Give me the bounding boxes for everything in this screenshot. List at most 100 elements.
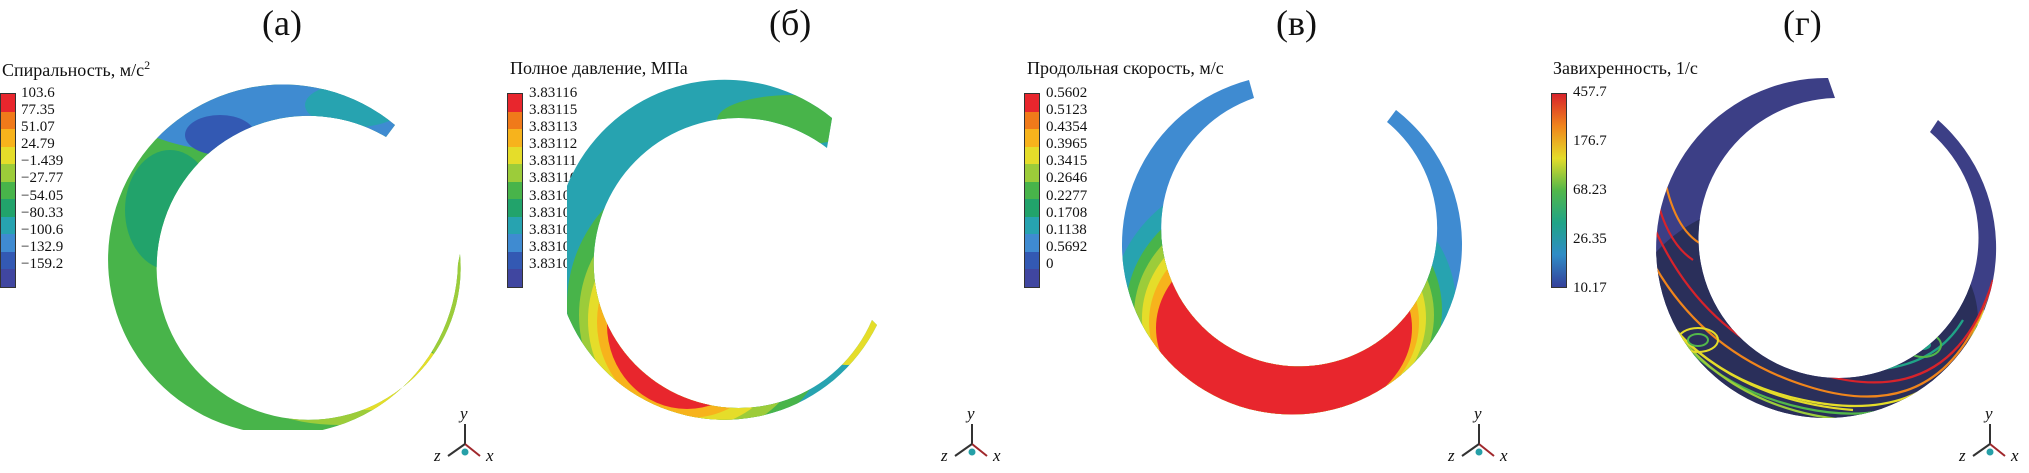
legend-tick-label: 0.1138 (1046, 221, 1087, 238)
axis-x-label: x (1500, 446, 1508, 465)
legend-tick-label: −132.9 (21, 238, 64, 255)
legend-swatch (1, 269, 15, 287)
color-legend-bar (0, 93, 16, 288)
panel-label: (б) (769, 3, 812, 43)
legend-tick-label: 0.1708 (1046, 204, 1088, 221)
legend-title: Продольная скорость, м/с (1027, 58, 1224, 78)
legend-swatch (1025, 181, 1039, 200)
legend-tick-label: 77.35 (21, 102, 55, 119)
legend-tick-label: 10.17 (1573, 280, 1607, 296)
legend-swatch (1, 94, 15, 112)
axis-x-label: x (993, 446, 1001, 465)
legend-title: Полное давление, МПа (510, 58, 688, 78)
color-legend-bar (1551, 93, 1567, 288)
legend-swatch (1, 129, 15, 147)
color-legend-bar (1024, 93, 1040, 288)
legend-tick-label: 0.2277 (1046, 187, 1088, 204)
axis-y-label: y (967, 404, 975, 423)
axis-triad: y z x (937, 404, 1007, 472)
legend-ticks: 0.5602 0.5123 0.4354 0.3965 0.3415 0.2646 0.22… (1046, 85, 1087, 273)
panel-label: (а) (262, 3, 302, 43)
legend-tick-label: 3.83113 (529, 119, 578, 136)
panel-helicity: (а) Спиральность, м/с2 103.6 77.35 51.07 24… (0, 0, 507, 473)
axis-triad: y z x (430, 404, 500, 472)
legend-tick-label: 0.3415 (1046, 153, 1088, 170)
legend-tick-label: 0.4354 (1046, 119, 1088, 136)
axis-triad-icon (954, 424, 988, 457)
legend-swatch (508, 129, 522, 147)
vorticity-streamline-field (1656, 77, 1997, 418)
legend-swatch (508, 111, 522, 130)
axis-z-label: z (941, 446, 948, 465)
panel-vorticity: (г) Завихренность, 1/с 457.7 176.7 68.23 26… (1521, 0, 2028, 473)
axis-z-label: z (1448, 446, 1455, 465)
legend-tick-label: 3.83115 (529, 102, 578, 119)
legend-swatch (508, 94, 522, 112)
legend-tick-label: 3.83111 (529, 153, 577, 170)
axis-z-label: z (1959, 446, 1966, 465)
legend-tick-label: −100.6 (21, 221, 64, 238)
legend-tick-label: −159.2 (21, 255, 64, 272)
legend-swatch (508, 146, 522, 165)
legend-tick-label: 3.83110 (529, 170, 578, 187)
legend-tick-label: −27.77 (21, 170, 64, 187)
axis-x-label: x (2011, 446, 2019, 465)
legend-swatch (508, 164, 522, 182)
legend-swatch (1025, 216, 1039, 235)
legend-title: Спиральность, м/с2 (2, 58, 151, 80)
legend-swatch (1, 111, 15, 130)
legend-tick-label: 26.35 (1573, 231, 1607, 247)
legend-tick-label: 0.5602 (1046, 85, 1088, 101)
legend-tick-label: 3.83112 (529, 136, 578, 153)
legend-swatch (508, 216, 522, 235)
legend-title: Завихренность, 1/с (1553, 58, 1698, 78)
legend-tick-label: −1.439 (21, 153, 64, 170)
legend-swatch (508, 234, 522, 252)
axis-y-label: y (460, 404, 468, 423)
axis-triad: y z x (1444, 404, 1514, 472)
legend-tick-label: 0.3965 (1046, 136, 1088, 153)
legend-swatch (1, 199, 15, 217)
legend-tick-label: 3.83106 (529, 221, 578, 238)
legend-swatch (1025, 199, 1039, 217)
legend-tick-label: −80.33 (21, 204, 64, 221)
legend-swatch (1, 181, 15, 200)
legend-tick-label: 0.5123 (1046, 102, 1088, 119)
legend-swatch (1025, 251, 1039, 270)
total-pressure-contour-field (567, 79, 878, 420)
legend-tick-label: 24.79 (21, 136, 55, 153)
panel-label: (в) (1276, 3, 1317, 43)
axis-triad-icon (1461, 424, 1495, 457)
panel-label: (г) (1783, 3, 1822, 43)
legend-swatch (508, 251, 522, 270)
legend-tick-label: 3.83107 (529, 204, 578, 221)
legend-ticks: 103.6 77.35 51.07 24.79 −1.439 −27.77 −54.05 −8… (21, 85, 63, 273)
legend-swatch (1, 251, 15, 270)
legend-tick-label: 3.83116 (529, 85, 578, 101)
legend-swatch (1, 216, 15, 235)
legend-tick-label: 0 (1046, 255, 1054, 272)
legend-swatch (1025, 111, 1039, 130)
axis-z-label: z (434, 446, 441, 465)
legend-tick-label: −54.05 (21, 187, 64, 204)
legend-swatch (508, 269, 522, 287)
legend-swatch (1, 234, 15, 252)
legend-swatch (508, 181, 522, 200)
legend-tick-label: 68.23 (1573, 182, 1607, 198)
helicity-contour-field (108, 84, 461, 430)
legend-tick-label: 0.2646 (1046, 170, 1088, 187)
axis-triad: y z x (1955, 404, 2025, 472)
legend-tick-label: 457.7 (1573, 84, 1607, 100)
legend-tick-label: 3.83109 (529, 187, 578, 204)
legend-tick-label: 103.6 (21, 85, 55, 101)
panel-total-pressure: (б) Полное давление, МПа 3.83116 3.83115 3… (507, 0, 1014, 473)
legend-tick-label: 51.07 (21, 119, 55, 136)
legend-swatch (1025, 164, 1039, 182)
axis-y-label: y (1985, 404, 1993, 423)
color-legend-bar (507, 93, 523, 288)
legend-swatch (1025, 234, 1039, 252)
legend-swatch (1, 146, 15, 165)
axis-triad-icon (447, 424, 481, 457)
legend-swatch (1, 164, 15, 182)
panel-axial-velocity: (в) Продольная скорость, м/с 0.5602 0.512… (1014, 0, 1521, 473)
